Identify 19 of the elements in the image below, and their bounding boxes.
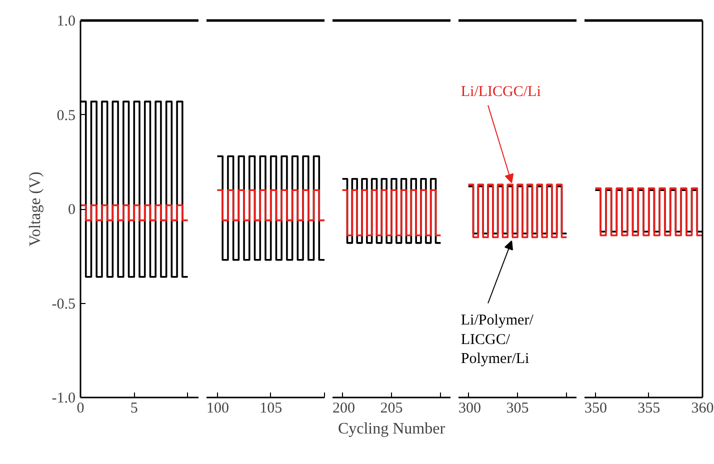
x-tick-label: 200 xyxy=(332,400,355,416)
y-tick-label: -0.5 xyxy=(52,296,76,312)
text: Li/Polymer/LICGC/Polymer/Li xyxy=(460,312,534,368)
x-tick-label: 300 xyxy=(458,400,481,416)
x-tick-label: 360 xyxy=(691,400,714,416)
y-tick-label: 1.0 xyxy=(56,14,76,30)
x-tick-label: 5 xyxy=(130,400,138,416)
x-tick-label: 100 xyxy=(206,400,229,416)
x-tick-label: 350 xyxy=(584,400,607,416)
y-tick-label: -1.0 xyxy=(52,390,76,406)
x-tick-label: 105 xyxy=(260,400,282,416)
y-axis-title: Voltage (V) xyxy=(26,172,44,246)
x-tick-label: 355 xyxy=(638,400,660,416)
x-axis-title: Cycling Number xyxy=(338,420,446,438)
x-tick-label: 205 xyxy=(380,400,403,416)
text: Li/LICGC/Li xyxy=(460,84,541,100)
y-tick-label: 0 xyxy=(68,202,76,218)
y-tick-label: 0.5 xyxy=(56,108,76,124)
x-tick-label: 305 xyxy=(506,400,529,416)
